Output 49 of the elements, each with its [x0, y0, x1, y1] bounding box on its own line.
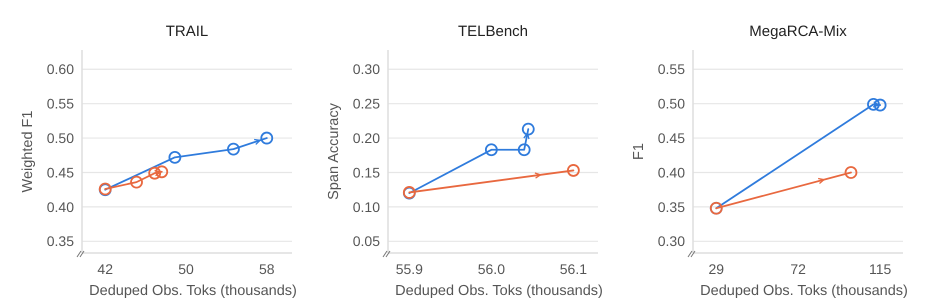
y-tick-label: 0.15	[352, 164, 380, 180]
y-tick-label: 0.45	[658, 130, 686, 146]
y-axis-title: F1	[631, 143, 647, 160]
point	[566, 164, 580, 177]
chart-title: TRAIL	[166, 23, 208, 40]
y-tick-label: 0.50	[658, 96, 686, 112]
chart-title: TELBench	[458, 23, 528, 40]
x-axis-title: Deduped Obs. Toks (thousands)	[700, 283, 908, 299]
point	[148, 166, 162, 180]
y-tick-label: 0.60	[46, 61, 74, 78]
point	[130, 176, 143, 189]
x-tick-label: 56.0	[478, 261, 506, 277]
y-tick-label: 0.40	[46, 198, 74, 215]
chart-title: MegaRCA-Mix	[749, 23, 848, 40]
point	[260, 132, 274, 144]
y-tick-label: 0.10	[352, 198, 380, 215]
y-tick-label: 0.55	[46, 96, 74, 112]
point	[168, 150, 182, 164]
point	[867, 98, 880, 111]
y-tick-label: 0.50	[46, 130, 74, 146]
point	[227, 142, 240, 156]
point	[522, 122, 535, 136]
point	[844, 166, 858, 179]
x-axis-title: Deduped Obs. Toks (thousands)	[89, 283, 297, 299]
x-tick-label: 42	[97, 261, 114, 277]
point	[484, 143, 498, 156]
point	[874, 98, 887, 112]
y-tick-label: 0.40	[658, 164, 686, 180]
x-tick-label: 29	[708, 261, 724, 277]
y-tick-label: 0.35	[46, 233, 74, 250]
x-tick-label: 55.9	[396, 261, 424, 277]
y-tick-label: 0.30	[352, 61, 380, 78]
y-tick-label: 0.45	[46, 164, 74, 180]
y-tick-label: 0.35	[658, 198, 686, 215]
point	[518, 143, 531, 156]
x-axis-title: Deduped Obs. Toks (thousands)	[395, 283, 603, 299]
y-axis-title: Span Accuracy	[326, 102, 342, 200]
y-axis-title: Weighted F1	[20, 110, 36, 192]
y-tick-label: 0.25	[352, 96, 380, 112]
x-tick-label: 72	[790, 261, 806, 277]
x-tick-label: 56.1	[560, 261, 588, 277]
y-tick-label: 0.05	[352, 233, 380, 250]
y-tick-label: 0.30	[658, 233, 686, 250]
x-tick-label: 50	[178, 261, 194, 277]
x-tick-label: 58	[258, 261, 275, 277]
y-tick-label: 0.20	[352, 130, 380, 146]
y-tick-label: 0.55	[658, 61, 686, 78]
point	[155, 165, 168, 178]
x-tick-label: 115	[868, 261, 892, 277]
